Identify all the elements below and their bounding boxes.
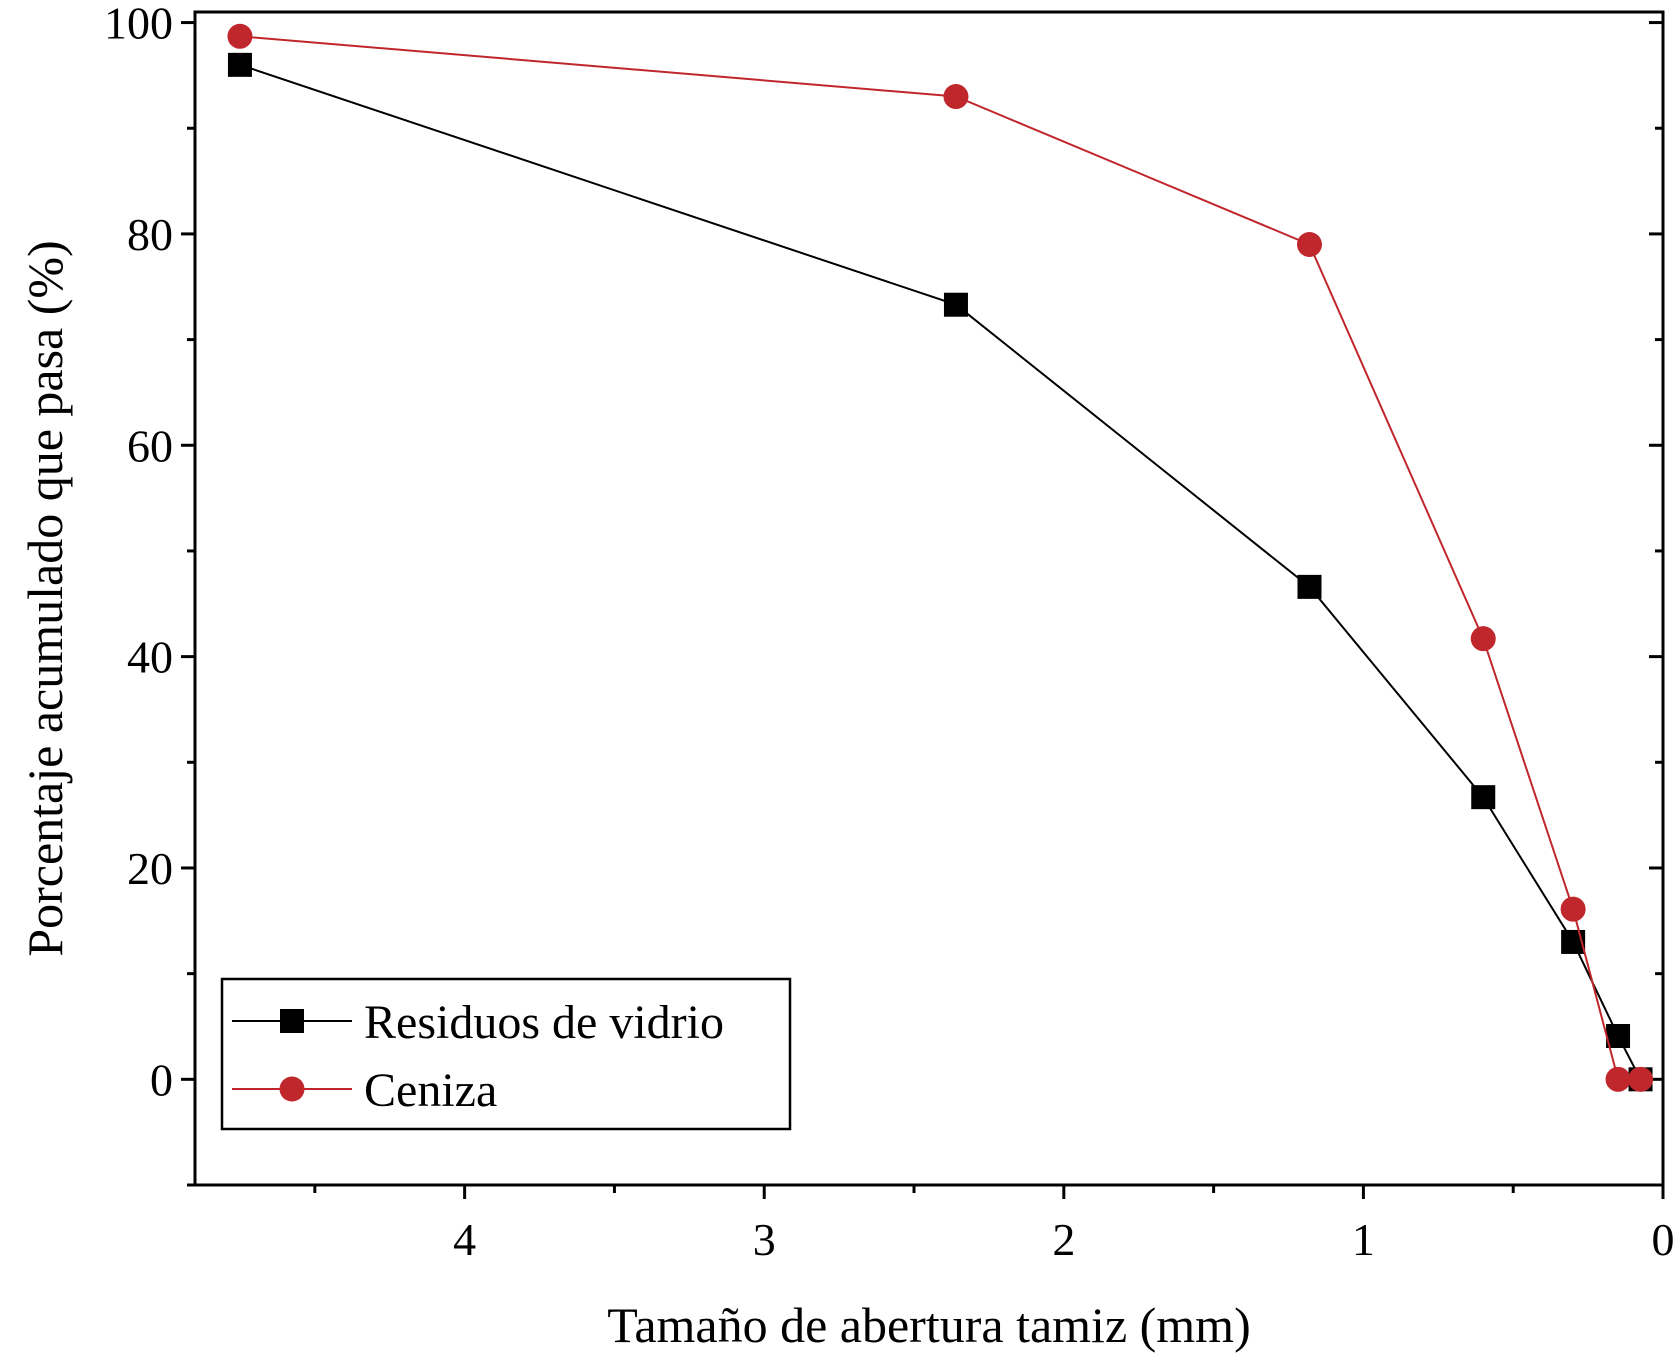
data-point [1605,1066,1631,1092]
x-axis-title: Tamaño de abertura tamiz (mm) [607,1297,1250,1353]
legend-box [220,977,792,1131]
x-tick-label: 1 [1352,1214,1375,1265]
legend-label: Ceniza [364,1064,497,1117]
data-point [1560,896,1586,922]
legend-label: Residuos de vidrio [364,996,724,1049]
y-tick-label: 100 [104,0,173,49]
data-point [1296,231,1322,257]
y-tick-label: 20 [127,843,173,894]
series-line [239,63,1642,1080]
data-point [943,84,969,110]
y-tick-label: 60 [127,420,173,471]
plot-frame [193,10,1665,1187]
y-tick-label: 80 [127,209,173,260]
legend-entry: Residuos de vidrio [232,996,724,1049]
data-point [1606,1023,1631,1048]
x-tick-label: 2 [1052,1214,1075,1265]
y-axis-title: Porcentaje acumulado que pasa (%) [17,240,73,956]
data-point [227,52,252,77]
plot-border [193,10,1665,1187]
data-point [1297,574,1322,599]
x-tick-label: 4 [453,1214,476,1265]
data-point [943,292,968,317]
legend-marker [280,1009,304,1033]
data-point [227,23,253,49]
x-tick-label: 0 [1652,1214,1675,1265]
series-line [239,35,1641,1081]
x-tick-label: 3 [753,1214,776,1265]
y-tick-label: 0 [150,1054,173,1105]
series-0 [227,52,1653,1092]
legend-marker [279,1076,305,1102]
data-point [1628,1066,1654,1092]
data-point [1470,626,1496,652]
y-tick-label: 40 [127,632,173,683]
legend-entry: Ceniza [232,1064,497,1117]
legend-entries: Residuos de vidrio Ceniza [232,996,724,1117]
series-layer [227,23,1654,1092]
data-point [1471,785,1496,810]
series-1 [227,23,1654,1092]
legend: Residuos de vidrio Ceniza [220,977,792,1131]
